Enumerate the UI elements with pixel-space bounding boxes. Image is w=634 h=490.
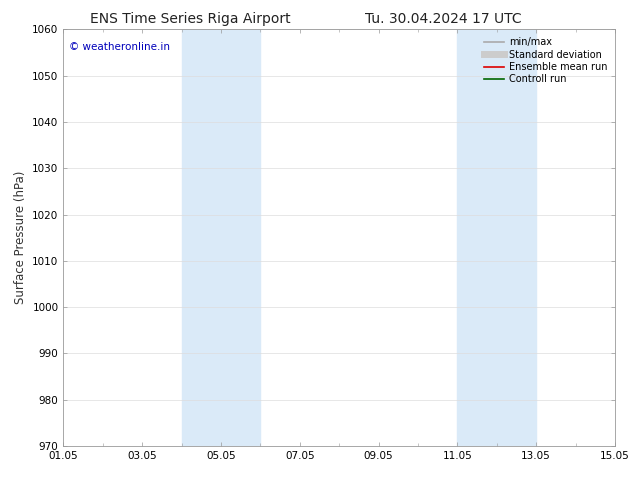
Bar <box>221 29 261 446</box>
Bar <box>457 29 497 446</box>
Bar <box>181 29 221 446</box>
Text: ENS Time Series Riga Airport: ENS Time Series Riga Airport <box>90 12 290 26</box>
Legend: min/max, Standard deviation, Ensemble mean run, Controll run: min/max, Standard deviation, Ensemble me… <box>481 34 610 87</box>
Text: © weatheronline.in: © weatheronline.in <box>69 42 170 52</box>
Text: Tu. 30.04.2024 17 UTC: Tu. 30.04.2024 17 UTC <box>365 12 522 26</box>
Bar <box>497 29 536 446</box>
Y-axis label: Surface Pressure (hPa): Surface Pressure (hPa) <box>14 171 27 304</box>
